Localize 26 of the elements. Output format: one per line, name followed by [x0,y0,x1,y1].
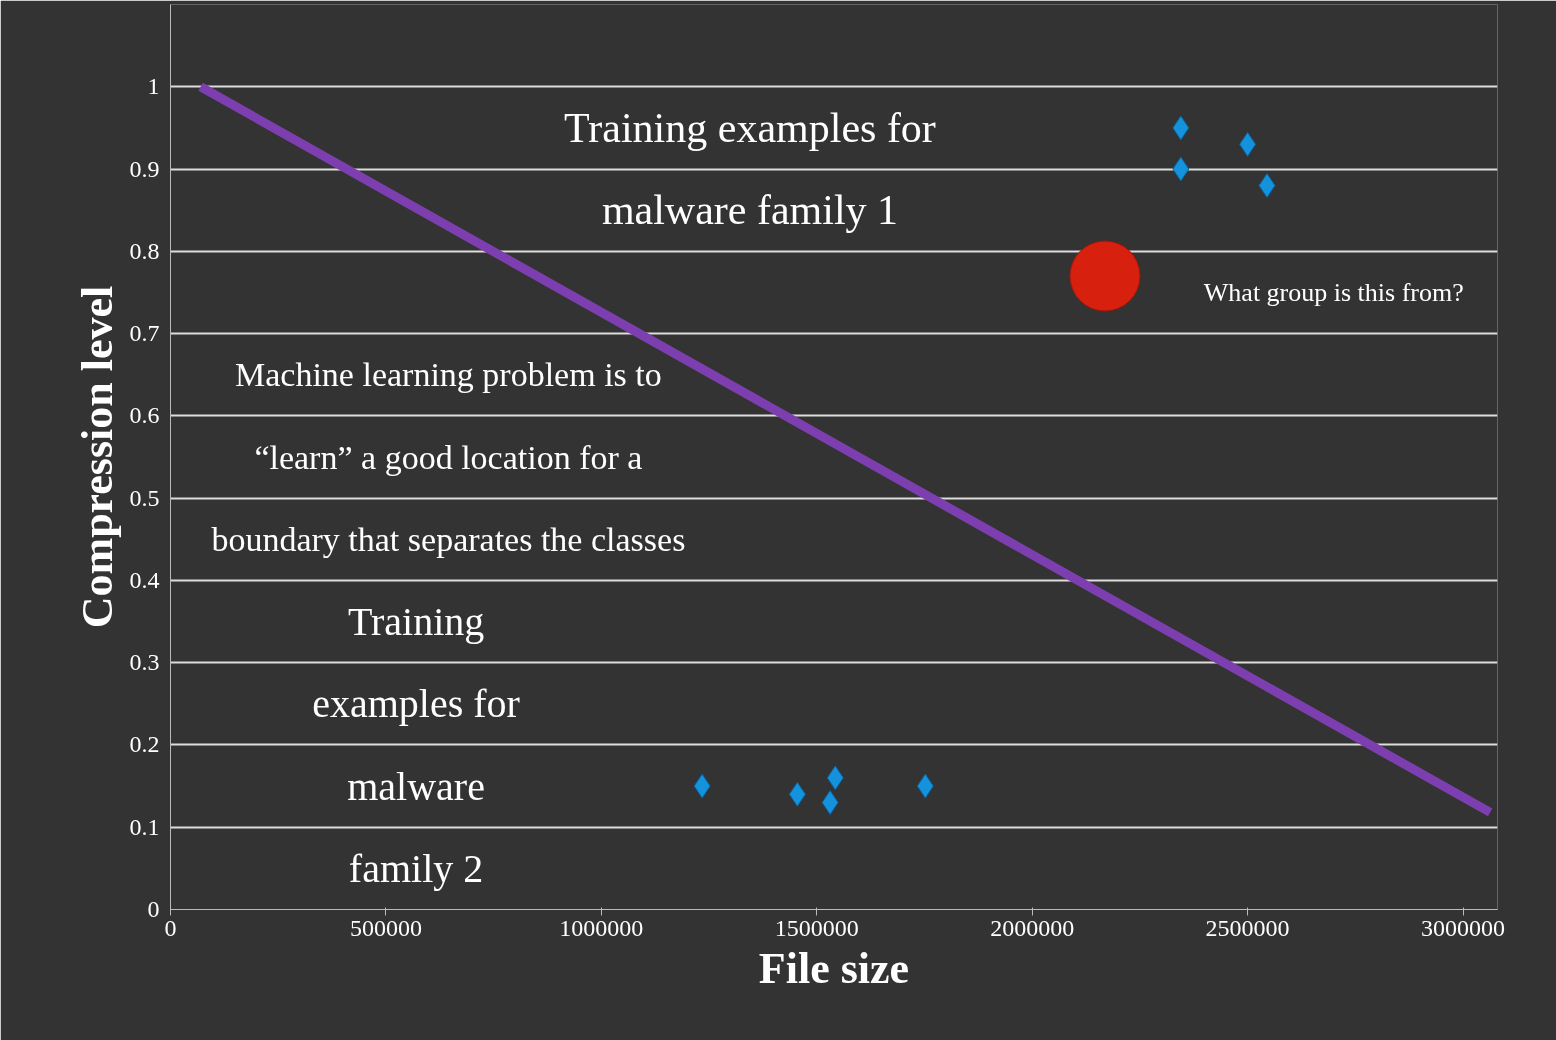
point [1258,173,1276,198]
y-tick-label: 0.1 [129,813,160,840]
y-tick-label: 0.2 [129,731,160,758]
x-tick-label: 2500000 [1205,914,1290,941]
x-axis-title: File size [758,943,910,993]
y-tick-label: 0.8 [129,237,160,264]
y-tick-label: 0.5 [129,484,160,511]
text: Machine learning problem is to “learn” a good location for a boundary that separates the classes [211,356,686,558]
y-tick-label: 0.6 [129,402,160,429]
y-tick-label: 1 [147,73,160,100]
y-tick-label: 0.7 [129,320,160,347]
y-tick-label: 0.9 [129,155,160,182]
x-tick-label: 1500000 [774,914,859,941]
y-axis-title: Compression level [72,285,122,629]
annotation: What group is this from? [1203,277,1464,307]
y-tick-label: 0.4 [129,566,160,593]
x-tick-label: 0 [164,914,177,941]
x-tick-label: 3000000 [1421,914,1506,941]
y-tick-label: 0.3 [129,649,160,676]
x-tick-label: 500000 [349,914,422,941]
annotation: Training examples for malware family 2 [312,599,520,891]
annotation: Training examples for malware family 1 [564,104,936,234]
y-tick-label: 0 [147,896,160,922]
x-tick-label: 1000000 [559,914,644,941]
point [1069,240,1141,312]
x-tick-label: 2000000 [990,914,1075,941]
